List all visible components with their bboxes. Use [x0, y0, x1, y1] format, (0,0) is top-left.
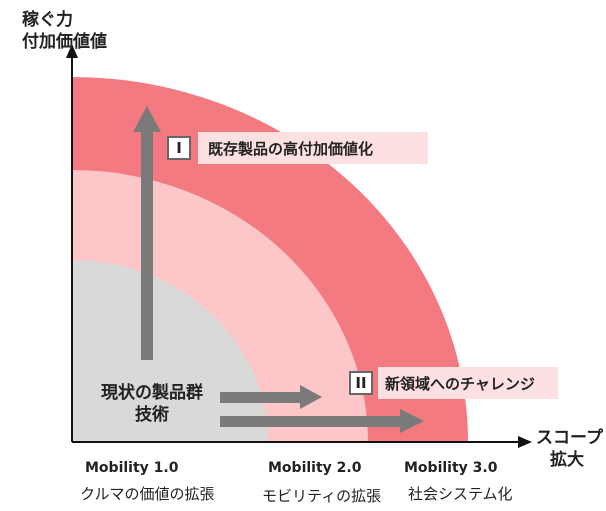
core-label-line1: 現状の製品群	[101, 383, 203, 403]
x-axis-arrowhead	[518, 436, 532, 448]
highlight-band-2	[378, 367, 558, 399]
marker-2-numeral: II	[349, 371, 373, 395]
y-axis-arrowhead	[66, 44, 78, 58]
stage-1-desc: クルマの価値の拡張	[80, 485, 215, 503]
stage-3-desc: 社会システム化	[408, 485, 513, 503]
inner-core-mobility-1	[72, 260, 268, 442]
x-axis-label-line1: スコープ	[536, 428, 603, 448]
stage-2-name: Mobility 2.0	[268, 460, 362, 476]
up-arrow-shaft	[141, 130, 153, 360]
marker-2-text: 新領域へのチャレンジ	[385, 375, 535, 393]
long-right-arrow-head	[400, 409, 424, 433]
stage-1-name: Mobility 1.0	[85, 460, 179, 476]
long-right-arrow-shaft	[220, 416, 402, 427]
marker-1-text: 既存製品の高付加価値化	[208, 140, 374, 158]
y-axis-label-line1: 稼ぐ力	[22, 10, 73, 30]
up-arrow-head	[133, 106, 161, 132]
stage-3-name: Mobility 3.0	[404, 460, 498, 476]
y-axis-label-line2: 付加価値値	[22, 32, 107, 52]
short-right-arrow-shaft	[220, 392, 302, 403]
x-axis-label-line2: 拡大	[550, 450, 584, 470]
marker-1-numeral: I	[167, 136, 191, 160]
core-label-line2: 技術	[135, 405, 169, 425]
highlight-band-1	[198, 132, 428, 164]
stage-2-desc: モビリティの拡張	[262, 487, 382, 505]
short-right-arrow-head	[300, 385, 322, 409]
